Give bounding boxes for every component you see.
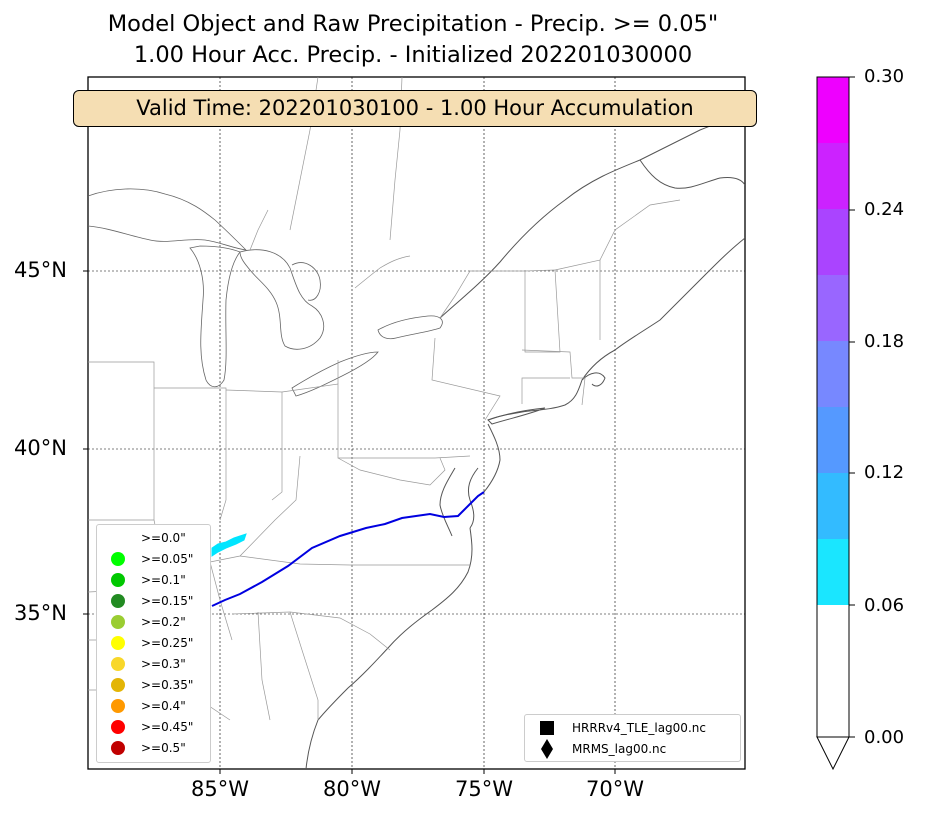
legend-label: >=0.25" (141, 636, 194, 650)
colorbar-segment (817, 473, 849, 540)
legend-label: >=0.0" (141, 531, 186, 545)
lon-label-80w: 80°W (323, 777, 381, 801)
diamond-marker-icon (541, 739, 553, 759)
legend-label: >=0.3" (141, 657, 186, 671)
colorbar-outline (816, 76, 850, 738)
legend-entry: HRRRv4_TLE_lag00.nc (535, 718, 735, 738)
legend-label: HRRRv4_TLE_lag00.nc (572, 721, 706, 735)
legend-dot-icon (111, 657, 125, 671)
legend-label: >=0.45" (141, 720, 194, 734)
colorbar-tick-label: 0.30 (864, 66, 905, 87)
legend-label: >=0.05" (141, 552, 194, 566)
colorbar-segment (817, 341, 849, 408)
legend-dot-icon (111, 594, 125, 608)
colorbar-under-extension (816, 736, 850, 771)
legend-label: >=0.1" (141, 573, 186, 587)
threshold-legend: >=0.0" >=0.05" >=0.1" >=0.15" >=0.2" >=0… (96, 524, 211, 763)
legend-label: >=0.2" (141, 615, 186, 629)
source-legend: HRRRv4_TLE_lag00.nc MRMS_lag00.nc (524, 714, 741, 762)
colorbar-tick-label: 0.06 (864, 595, 905, 616)
legend-entry: >=0.45" (107, 718, 211, 736)
colorbar-tick-label: 0.00 (864, 727, 905, 748)
legend-entry: >=0.35" (107, 676, 211, 694)
colorbar-segment (817, 605, 849, 737)
legend-dot-icon (111, 678, 125, 692)
legend-dot-icon (111, 699, 125, 713)
great-lakes (88, 188, 443, 397)
legend-label: >=0.35" (141, 678, 194, 692)
legend-dot-icon (111, 531, 125, 545)
map-geography (88, 77, 745, 769)
lon-label-85w: 85°W (191, 777, 249, 801)
legend-dot-icon (111, 636, 125, 650)
lat-label-45n: 45°N (14, 258, 67, 282)
legend-entry: MRMS_lag00.nc (535, 739, 735, 759)
lon-label-70w: 70°W (586, 777, 644, 801)
colorbar-segment (817, 209, 849, 276)
legend-entry: >=0.05" (107, 550, 211, 568)
legend-entry: >=0.1" (107, 571, 211, 589)
legend-entry: >=0.15" (107, 592, 211, 610)
legend-dot-icon (111, 615, 125, 629)
square-marker-icon (540, 721, 554, 735)
legend-dot-icon (111, 552, 125, 566)
legend-dot-icon (111, 573, 125, 587)
legend-label: MRMS_lag00.nc (572, 742, 667, 756)
valid-time-banner: Valid Time: 202201030100 - 1.00 Hour Acc… (73, 90, 757, 127)
legend-dot-icon (111, 741, 125, 755)
legend-entry: >=0.5" (107, 739, 211, 757)
colorbar-segment (817, 407, 849, 474)
colorbar (816, 76, 855, 771)
legend-label: >=0.5" (141, 741, 186, 755)
legend-dot-icon (111, 720, 125, 734)
colorbar-segment (817, 275, 849, 342)
colorbar-tick-label: 0.24 (864, 199, 905, 220)
map-title-line-2: 1.00 Hour Acc. Precip. - Initialized 202… (133, 42, 693, 68)
axis-ticks (83, 270, 616, 774)
raw-precip-cell (211, 533, 247, 557)
legend-label: >=0.15" (141, 594, 194, 608)
legend-entry: >=0.25" (107, 634, 211, 652)
map-title-line-1: Model Object and Raw Precipitation - Pre… (107, 11, 719, 37)
legend-label: >=0.4" (141, 699, 186, 713)
lon-label-75w: 75°W (455, 777, 513, 801)
legend-entry: >=0.3" (107, 655, 211, 673)
colorbar-segment (817, 77, 849, 144)
legend-entry: >=0.0" (107, 529, 211, 547)
colorbar-tick-label: 0.18 (864, 331, 905, 352)
lat-label-35n: 35°N (14, 601, 67, 625)
model-object-contour (211, 491, 485, 607)
colorbar-segment (817, 539, 849, 606)
colorbar-tick-label: 0.12 (864, 462, 905, 483)
colorbar-segment (817, 143, 849, 210)
legend-entry: >=0.2" (107, 613, 211, 631)
lat-label-40n: 40°N (14, 436, 67, 460)
legend-entry: >=0.4" (107, 697, 211, 715)
